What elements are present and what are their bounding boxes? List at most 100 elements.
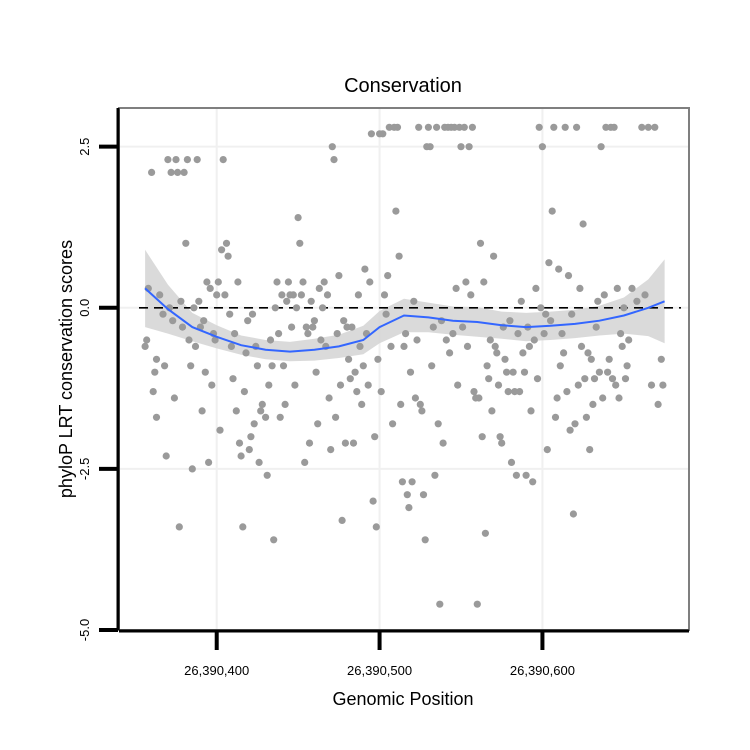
data-point — [319, 304, 327, 312]
smooth-line — [144, 287, 665, 353]
data-point — [149, 388, 157, 396]
data-point — [237, 452, 245, 460]
y-tick-label: -5.0 — [77, 619, 92, 641]
data-point — [527, 407, 535, 415]
data-point — [496, 433, 504, 441]
data-point — [551, 413, 560, 421]
data-point — [618, 342, 626, 350]
data-point — [426, 143, 434, 151]
data-point — [439, 439, 447, 447]
data-point — [188, 465, 196, 473]
data-point — [592, 323, 600, 331]
data-point — [323, 291, 332, 299]
data-point — [367, 130, 375, 138]
data-point — [411, 394, 419, 402]
data-point — [162, 452, 170, 460]
data-point — [457, 143, 465, 151]
data-point — [152, 355, 161, 363]
y-axis-label: phyloP LRT conservation scores — [56, 240, 76, 498]
x-axis: 26,390,400 26,390,500 26,390,600 — [119, 629, 689, 678]
data-point — [476, 239, 485, 247]
data-point — [195, 297, 203, 305]
data-point — [333, 330, 341, 338]
data-point — [330, 156, 338, 164]
data-point — [167, 168, 175, 176]
data-point — [561, 123, 569, 131]
data-point — [418, 407, 426, 415]
data-point — [148, 168, 156, 176]
data-point — [283, 297, 291, 305]
data-point — [465, 143, 473, 151]
data-point — [240, 388, 248, 396]
data-point — [185, 336, 193, 344]
data-point — [201, 368, 209, 376]
data-point — [310, 317, 318, 325]
data-point — [574, 381, 582, 389]
data-point — [594, 297, 602, 305]
data-point — [564, 272, 573, 280]
data-point — [463, 342, 472, 350]
data-point — [292, 304, 301, 312]
data-point — [191, 342, 200, 350]
data-point — [452, 284, 460, 292]
data-point — [299, 278, 307, 286]
data-point — [532, 284, 540, 292]
data-point — [595, 368, 604, 376]
data-point — [517, 297, 525, 305]
data-point — [258, 400, 266, 408]
data-point — [558, 330, 566, 338]
data-point — [573, 123, 581, 131]
data-point — [493, 349, 501, 357]
data-point — [613, 284, 621, 292]
data-point — [214, 278, 222, 286]
y-tick-label: 2.5 — [77, 138, 92, 156]
data-point — [245, 446, 253, 454]
data-point — [346, 375, 354, 383]
x-axis-label: Genomic Position — [332, 689, 473, 709]
data-point — [152, 413, 161, 421]
data-point — [356, 342, 364, 350]
data-point — [175, 523, 183, 531]
data-point — [434, 420, 442, 428]
data-point — [349, 439, 358, 447]
data-point — [542, 310, 550, 318]
y-axis: -5.0 -2.5 0.0 2.5 — [77, 108, 120, 641]
data-point — [478, 433, 486, 441]
data-point — [248, 310, 257, 318]
data-point — [623, 362, 631, 370]
x-tick-label: 26,390,400 — [184, 663, 249, 678]
data-point — [203, 278, 211, 286]
x-tick-label: 26,390,600 — [510, 663, 575, 678]
data-point — [200, 317, 208, 325]
data-point — [187, 362, 195, 370]
data-point — [410, 297, 418, 305]
data-point — [576, 284, 584, 292]
data-point — [253, 362, 261, 370]
data-point — [314, 420, 322, 428]
data-point — [617, 330, 625, 338]
data-point — [226, 310, 234, 318]
data-point — [382, 310, 390, 318]
data-point — [571, 420, 579, 428]
data-point — [579, 220, 587, 228]
data-point — [590, 375, 599, 383]
data-point — [193, 156, 201, 164]
data-point — [345, 355, 353, 363]
data-point — [462, 278, 470, 286]
data-point — [309, 323, 317, 331]
data-point — [563, 388, 571, 396]
data-point — [403, 491, 411, 499]
data-point — [164, 156, 172, 164]
data-point — [372, 523, 380, 531]
data-point — [255, 458, 263, 466]
data-point — [584, 349, 592, 357]
data-point — [535, 123, 543, 131]
data-point — [369, 497, 377, 505]
data-point — [436, 600, 444, 608]
data-point — [569, 510, 578, 518]
data-point — [224, 252, 232, 260]
data-point — [177, 297, 185, 305]
data-point — [358, 400, 366, 408]
data-point — [582, 413, 591, 421]
data-point — [644, 123, 652, 131]
